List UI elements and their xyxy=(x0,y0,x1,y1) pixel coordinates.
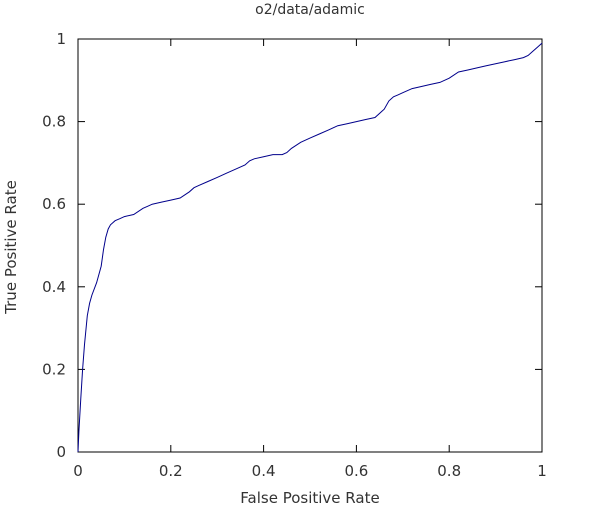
chart-title: o2/data/adamic xyxy=(255,2,365,18)
x-tick-label: 0.4 xyxy=(252,462,276,480)
y-tick-label: 0.8 xyxy=(42,113,66,131)
plot-frame xyxy=(77,38,543,453)
x-tick-label: 0.6 xyxy=(344,462,368,480)
y-axis: 0 0.2 0.4 0.6 0.8 1 xyxy=(42,30,542,461)
y-tick-label: 0.6 xyxy=(42,195,66,213)
x-axis: 0 0.2 0.4 0.6 0.8 1 xyxy=(73,39,547,480)
roc-curve xyxy=(77,42,543,453)
x-tick-label: 0.8 xyxy=(437,462,461,480)
x-tick-label: 0 xyxy=(73,462,83,480)
y-tick-label: 1 xyxy=(56,30,66,48)
y-axis-label: True Positive Rate xyxy=(2,180,20,315)
y-tick-label: 0 xyxy=(56,443,66,461)
x-tick-label: 0.2 xyxy=(159,462,183,480)
x-axis-label: False Positive Rate xyxy=(240,489,379,507)
y-tick-label: 0.2 xyxy=(42,360,66,378)
y-tick-label: 0.4 xyxy=(42,278,66,296)
x-tick-label: 1 xyxy=(537,462,547,480)
